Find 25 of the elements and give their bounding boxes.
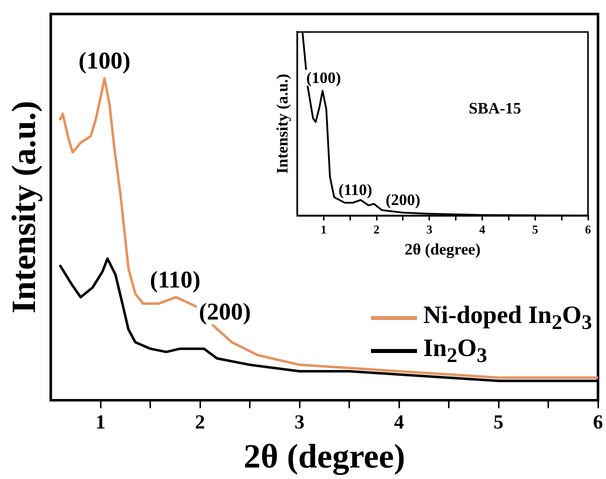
x-tick-label: 5 (494, 411, 504, 434)
x-tick-label: 4 (394, 411, 404, 434)
x-tick-label: 1 (96, 411, 106, 434)
x-tick-label: 3 (294, 411, 305, 434)
annotation: (200) (198, 300, 251, 326)
y-axis-title: Intensity (a.u.) (6, 100, 44, 314)
x-tick-label: 2 (374, 222, 380, 237)
annotation: SBA-15 (468, 100, 522, 118)
legend-label: In$_{2}$O$_{3}$ (423, 334, 488, 368)
annotation: (200) (386, 192, 420, 209)
annotation: (110) (150, 267, 200, 294)
annotation: (100) (78, 48, 131, 75)
annotation: (100) (306, 70, 341, 87)
legend-label: Ni-doped In$_{2}$O$_{3}$ (423, 302, 592, 335)
x-tick-label: 6 (593, 411, 603, 434)
x-axis-title: 2θ (degree) (404, 242, 481, 259)
x-tick-label: 1 (320, 222, 327, 237)
x-axis-title: 2θ (degree) (244, 438, 406, 476)
x-tick-label: 4 (479, 222, 486, 237)
x-tick-label: 5 (532, 222, 538, 237)
annotation: (110) (338, 182, 372, 199)
x-tick-label: 6 (585, 222, 591, 237)
x-tick-label: 2 (195, 411, 206, 434)
y-axis-title: Intensity (a.u.) (274, 74, 292, 174)
x-tick-label: 3 (426, 222, 432, 237)
